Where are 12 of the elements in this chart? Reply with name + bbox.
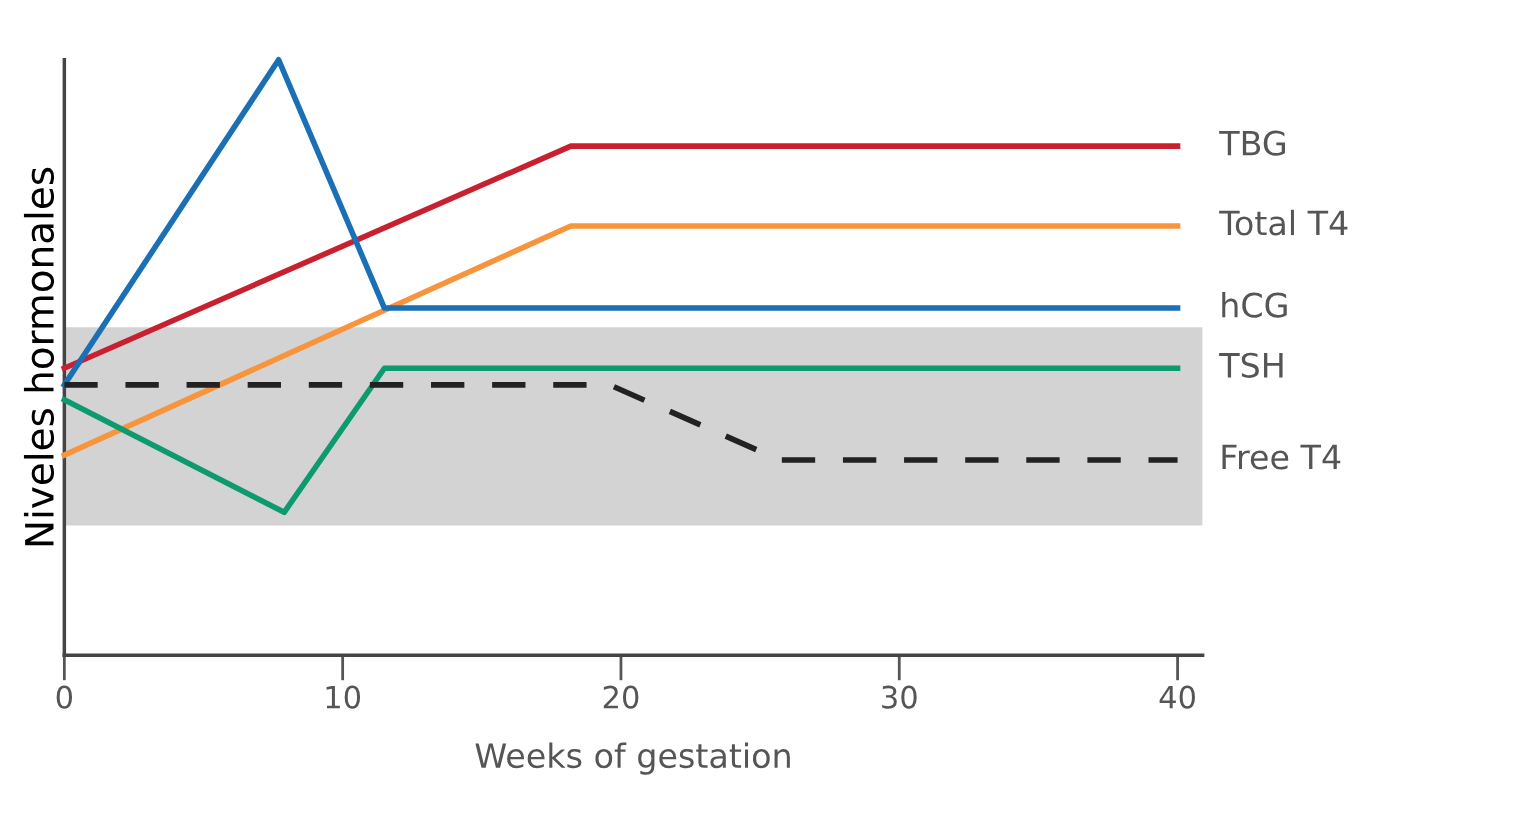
y-axis-title: Niveles hormonales (23, 167, 55, 546)
series-label: hCG (1222, 291, 1287, 318)
series-label: Total T4 (1219, 209, 1348, 236)
x-tick-label: 40 (1159, 685, 1195, 709)
series-label: TSH (1219, 352, 1283, 378)
x-tick-label: 10 (326, 685, 361, 709)
x-tick-label: 20 (603, 685, 639, 709)
series-label: TBG (1219, 130, 1285, 156)
x-tick-label: 0 (56, 685, 73, 709)
x-axis-title: Weeks of gestation (475, 742, 790, 775)
series-label: Free T4 (1222, 444, 1341, 470)
x-tick-label: 30 (882, 685, 917, 709)
